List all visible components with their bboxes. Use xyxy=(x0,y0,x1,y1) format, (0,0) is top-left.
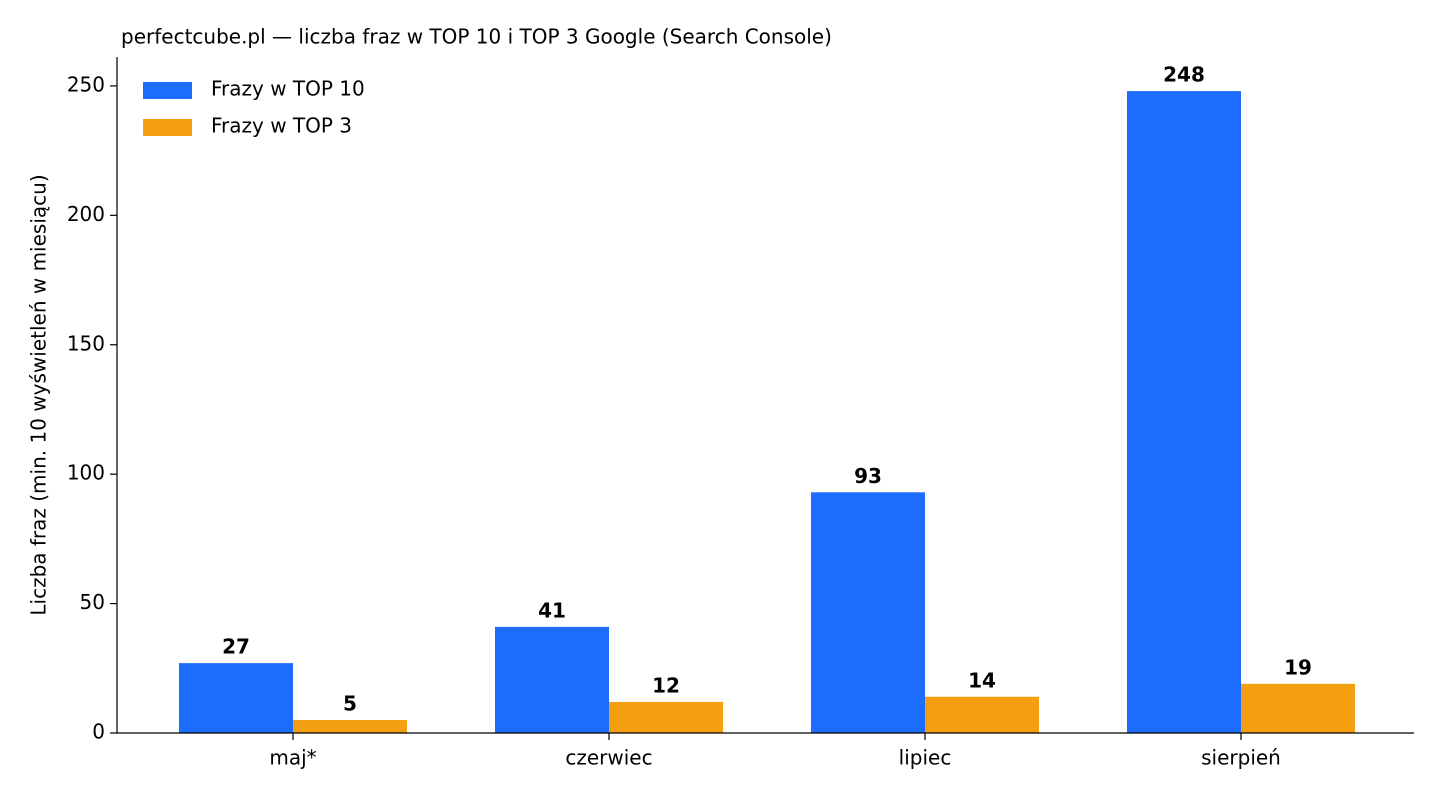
legend-label: Frazy w TOP 10 xyxy=(211,77,365,101)
x-tick-label: sierpień xyxy=(1201,746,1281,770)
bar xyxy=(609,701,723,733)
x-tick-label: czerwiec xyxy=(565,746,652,770)
data-label: 14 xyxy=(968,668,996,692)
y-tick-label: 250 xyxy=(67,72,105,96)
x-tick-label: lipiec xyxy=(899,746,952,770)
bar xyxy=(293,720,407,733)
y-tick-label: 100 xyxy=(67,461,105,485)
bar xyxy=(1127,91,1241,734)
bar xyxy=(179,663,293,733)
legend-swatch xyxy=(143,82,192,99)
y-tick-label: 200 xyxy=(67,202,105,226)
x-tick-label: maj* xyxy=(269,746,316,770)
y-axis-label: Liczba fraz (min. 10 wyświetleń w miesią… xyxy=(27,174,51,615)
y-tick-label: 150 xyxy=(67,331,105,355)
data-label: 19 xyxy=(1284,655,1312,679)
bar xyxy=(925,696,1039,733)
y-tick-label: 50 xyxy=(80,590,105,614)
data-label: 93 xyxy=(854,464,882,488)
data-label: 5 xyxy=(343,692,357,716)
data-label: 248 xyxy=(1163,63,1205,87)
data-label: 27 xyxy=(222,635,250,659)
bar xyxy=(811,492,925,733)
chart-title: perfectcube.pl — liczba fraz w TOP 10 i … xyxy=(121,25,832,49)
data-label: 12 xyxy=(652,673,680,697)
y-tick-label: 0 xyxy=(92,720,105,744)
data-label: 41 xyxy=(538,598,566,622)
bar xyxy=(1241,683,1355,733)
bar xyxy=(495,626,609,733)
legend-label: Frazy w TOP 3 xyxy=(211,114,352,138)
legend-swatch xyxy=(143,119,192,136)
